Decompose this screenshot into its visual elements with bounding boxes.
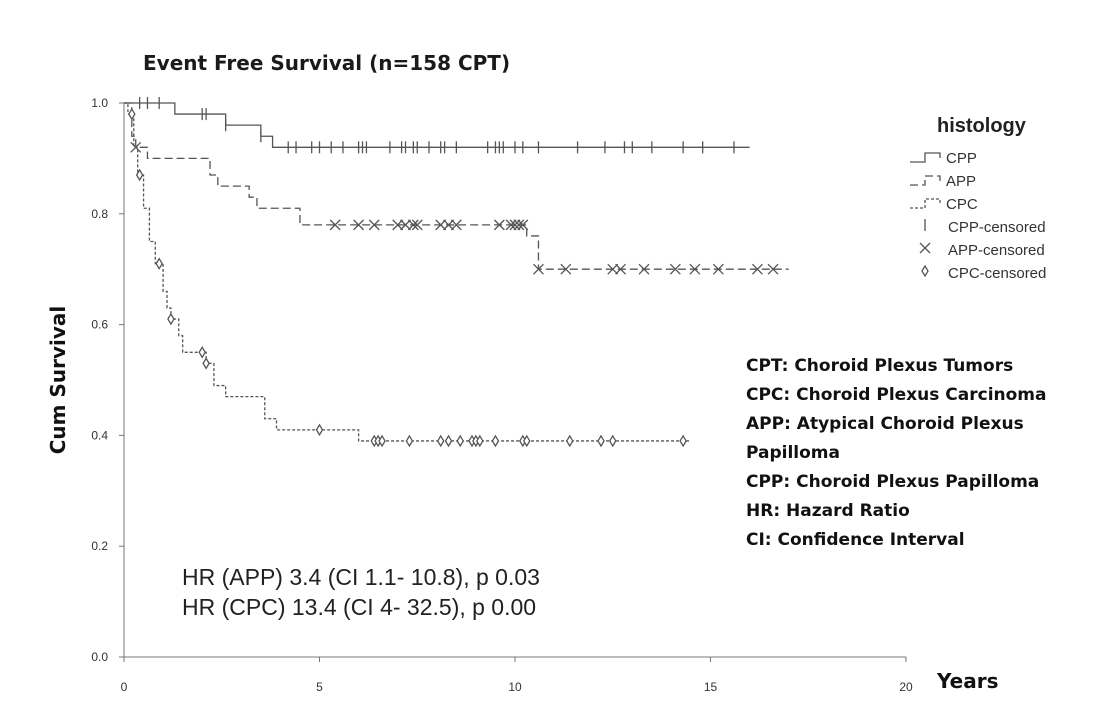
abbreviation-line: CPC: Choroid Plexus Carcinoma: [746, 385, 1047, 405]
legend-entries: CPP APP CPC CPP-censored APP-censored CPC-cen…: [910, 150, 1046, 282]
legend-swatch-cpp: [910, 152, 941, 163]
abbreviation-line: APP: Atypical Choroid Plexus: [746, 414, 1024, 434]
censor-mark-cpc: [128, 107, 136, 121]
legend-label: CPC-censored: [948, 265, 1046, 282]
legend-swatch-app: [910, 175, 941, 186]
abbreviation-line: CPT: Choroid Plexus Tumors: [746, 356, 1013, 376]
legend-marker-app-censored: [919, 242, 931, 254]
censor-mark-cpc: [167, 312, 175, 326]
censor-mark-app: [751, 263, 763, 275]
censor-mark-cpc: [491, 434, 500, 448]
censor-mark-cpc: [135, 168, 144, 182]
censor-mark-app: [607, 263, 619, 275]
censor-mark-app: [368, 219, 380, 231]
y-tick-label: 0.2: [91, 539, 108, 553]
censor-mark-app: [517, 219, 529, 231]
legend: histology CPP APP CPC CPP-censored APP-censo…: [910, 115, 1046, 282]
abbreviation-line: Papilloma: [746, 443, 840, 463]
censor-mark-app: [560, 263, 572, 275]
y-tick-label: 0.0: [91, 650, 108, 664]
censor-mark-cpc: [315, 423, 324, 437]
x-tick-label: 10: [508, 680, 522, 694]
censor-mark-cpc: [476, 434, 484, 448]
y-tick-label: 0.4: [91, 428, 108, 442]
censor-mark-app: [638, 263, 650, 275]
censor-mark-app: [505, 219, 517, 231]
censor-mark-app: [493, 219, 505, 231]
series-line-cpp: [124, 102, 750, 148]
censor-mark-cpc: [378, 434, 386, 448]
x-tick-label: 20: [899, 680, 913, 694]
hazard-ratio-block: HR (APP) 3.4 (CI 1.1- 10.8), p 0.03 HR (…: [182, 564, 540, 620]
censor-mark-cpc: [522, 434, 531, 448]
censor-mark-cpc: [565, 434, 574, 448]
censor-mark-app: [329, 219, 341, 231]
hazard-ratio-app: HR (APP) 3.4 (CI 1.1- 10.8), p 0.03: [182, 564, 540, 590]
series-line-cpc: [124, 102, 691, 442]
censor-mark-app: [513, 219, 525, 231]
censor-mark-cpc: [202, 357, 210, 370]
legend-marker-cpc-censored: [921, 264, 929, 278]
y-tick-label: 0.8: [91, 207, 108, 221]
censor-mark-app: [767, 263, 779, 275]
legend-label: APP: [946, 173, 976, 190]
censor-mark-cpc: [597, 434, 605, 448]
x-axis-label: Years: [936, 669, 998, 693]
censor-mark-app: [353, 219, 365, 231]
series-line-app: [124, 102, 789, 270]
censor-mark-cpc: [456, 434, 465, 448]
censor-mark-app: [712, 263, 724, 275]
censor-mark-cpc: [198, 346, 206, 359]
censor-mark-app: [400, 219, 411, 231]
censor-mark-app: [130, 141, 142, 153]
axis-ticks: 0 5 10 15 20 0.0 0.2 0.4 0.6 0.8 1.0: [91, 96, 913, 694]
legend-label: CPP-censored: [948, 219, 1046, 236]
y-axis-label: Cum Survival: [46, 306, 70, 455]
censor-mark-cpc: [436, 434, 445, 448]
legend-label: CPP: [946, 150, 977, 167]
abbreviation-line: CI: Confidence Interval: [746, 530, 965, 550]
censor-mark-app: [392, 219, 404, 231]
y-tick-label: 1.0: [91, 96, 108, 110]
censor-mark-cpc: [405, 434, 414, 448]
censor-mark-app: [443, 219, 454, 231]
x-tick-label: 5: [316, 680, 323, 694]
legend-label: CPC: [946, 196, 978, 213]
censor-mark-app: [407, 219, 419, 231]
abbreviation-list: CPT: Choroid Plexus Tumors CPC: Choroid …: [746, 356, 1047, 550]
x-tick-label: 0: [121, 680, 128, 694]
censor-mark-app: [533, 263, 544, 275]
hazard-ratio-cpc: HR (CPC) 13.4 (CI 4- 32.5), p 0.00: [182, 594, 536, 620]
censor-mark-app: [435, 219, 447, 231]
x-tick-label: 15: [704, 680, 718, 694]
abbreviation-line: CPP: Choroid Plexus Papilloma: [746, 472, 1039, 492]
abbreviation-line: HR: Hazard Ratio: [746, 501, 910, 521]
censor-mark-cpc: [444, 434, 453, 448]
censor-mark-cpc: [608, 434, 617, 448]
censor-mark-app: [450, 219, 462, 231]
legend-label: APP-censored: [948, 242, 1045, 259]
chart-title: Event Free Survival (n=158 CPT): [143, 51, 510, 75]
series-layer: [124, 102, 789, 442]
censor-mark-cpc: [679, 434, 687, 448]
censor-mark-app: [509, 219, 521, 231]
censor-mark-app: [615, 263, 627, 275]
legend-title: histology: [937, 115, 1027, 137]
legend-swatch-cpc: [910, 198, 941, 209]
censor-layer: [128, 97, 779, 448]
censor-mark-cpc: [155, 257, 163, 270]
censor-mark-app: [689, 263, 701, 275]
censor-mark-app: [411, 219, 423, 231]
y-tick-label: 0.6: [91, 318, 108, 332]
censor-mark-app: [669, 263, 681, 275]
